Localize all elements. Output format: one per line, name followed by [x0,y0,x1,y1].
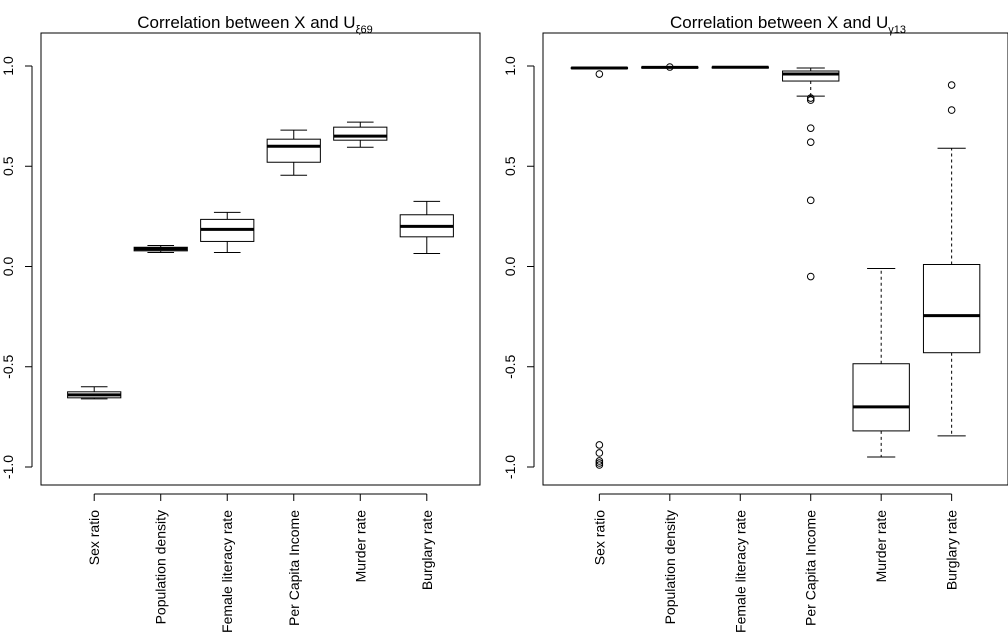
outlier-point [595,459,604,467]
outlier-point [806,124,815,132]
y-tick-label: 0.5 [502,156,518,176]
y-tick-label: -1.0 [502,455,518,479]
y-tick-label: 0.5 [0,156,16,176]
chart-title-subscript: ξ69 [356,24,373,36]
box-plot [782,67,840,281]
iqr-box [922,263,981,354]
outlier-point [595,70,604,78]
x-tick-label: Population density [153,510,169,624]
plot-frame [542,32,1008,486]
y-axis: -1.0 -0.5 0.0 0.5 1.0 [502,56,535,479]
y-tick-label: -1.0 [0,455,16,479]
box-plot [570,66,629,469]
x-tick-label: Murder rate [873,510,889,583]
x-tick-label: Murder rate [352,510,368,583]
box-plot [333,121,388,148]
y-tick-label: 0.0 [502,257,518,277]
x-tick-label: Burglary rate [419,510,435,590]
x-tick-label: Sex ratio [591,510,607,565]
plot-frame [40,32,481,486]
left-chart-panel: Correlation between X and Uξ69 -1.0 -0.5 0.… [0,13,481,633]
box-plot [266,129,321,176]
box-plot [200,211,255,253]
outlier-point [806,138,815,146]
outlier-point [595,461,604,469]
box-plot [852,268,910,458]
y-tick-label: -0.5 [502,354,518,378]
outlier-point [595,441,604,449]
y-tick-label: -0.5 [0,354,16,378]
y-tick-label: 1.0 [502,56,518,76]
outlier-point [806,94,815,102]
outlier-point [595,457,604,465]
outlier-point [947,106,956,114]
x-tick-label: Sex ratio [86,510,102,565]
x-tick-label: Per Capita Income [803,510,819,626]
box-plot [922,81,981,437]
y-tick-label: 0.0 [0,257,16,277]
iqr-box [782,70,840,82]
outlier-point [806,196,815,205]
x-tick-label: Female literacy rate [219,510,235,633]
chart-title-main: Correlation between X and U [137,13,355,32]
box-plot [67,386,122,400]
x-tick-label: Population density [662,510,678,624]
box-plot [133,244,188,253]
x-axis: Sex ratio Population density Female litera… [86,493,435,633]
iqr-box [852,363,910,432]
x-tick-label: Female literacy rate [732,510,748,633]
chart-title-subscript: γ13 [888,24,906,36]
y-tick-label: 1.0 [0,56,16,76]
iqr-box [266,138,321,163]
outlier-point [947,81,956,89]
x-tick-label: Burglary rate [944,510,960,590]
outlier-point [666,63,674,71]
right-chart-panel: Correlation between X and Uγ13 -1.0 -0.5 0.… [502,13,1008,633]
box-plot [399,200,454,254]
iqr-box [333,126,388,141]
y-axis: -1.0 -0.5 0.0 0.5 1.0 [0,56,33,479]
outlier-point [595,449,604,457]
outlier-point [806,96,815,104]
box-plot [711,65,769,69]
outlier-point [806,272,815,281]
x-axis: Sex ratio Population density Female litera… [591,493,960,633]
box-plot [641,63,699,71]
chart-title-main: Correlation between X and U [670,13,888,32]
x-tick-label: Per Capita Income [286,510,302,626]
